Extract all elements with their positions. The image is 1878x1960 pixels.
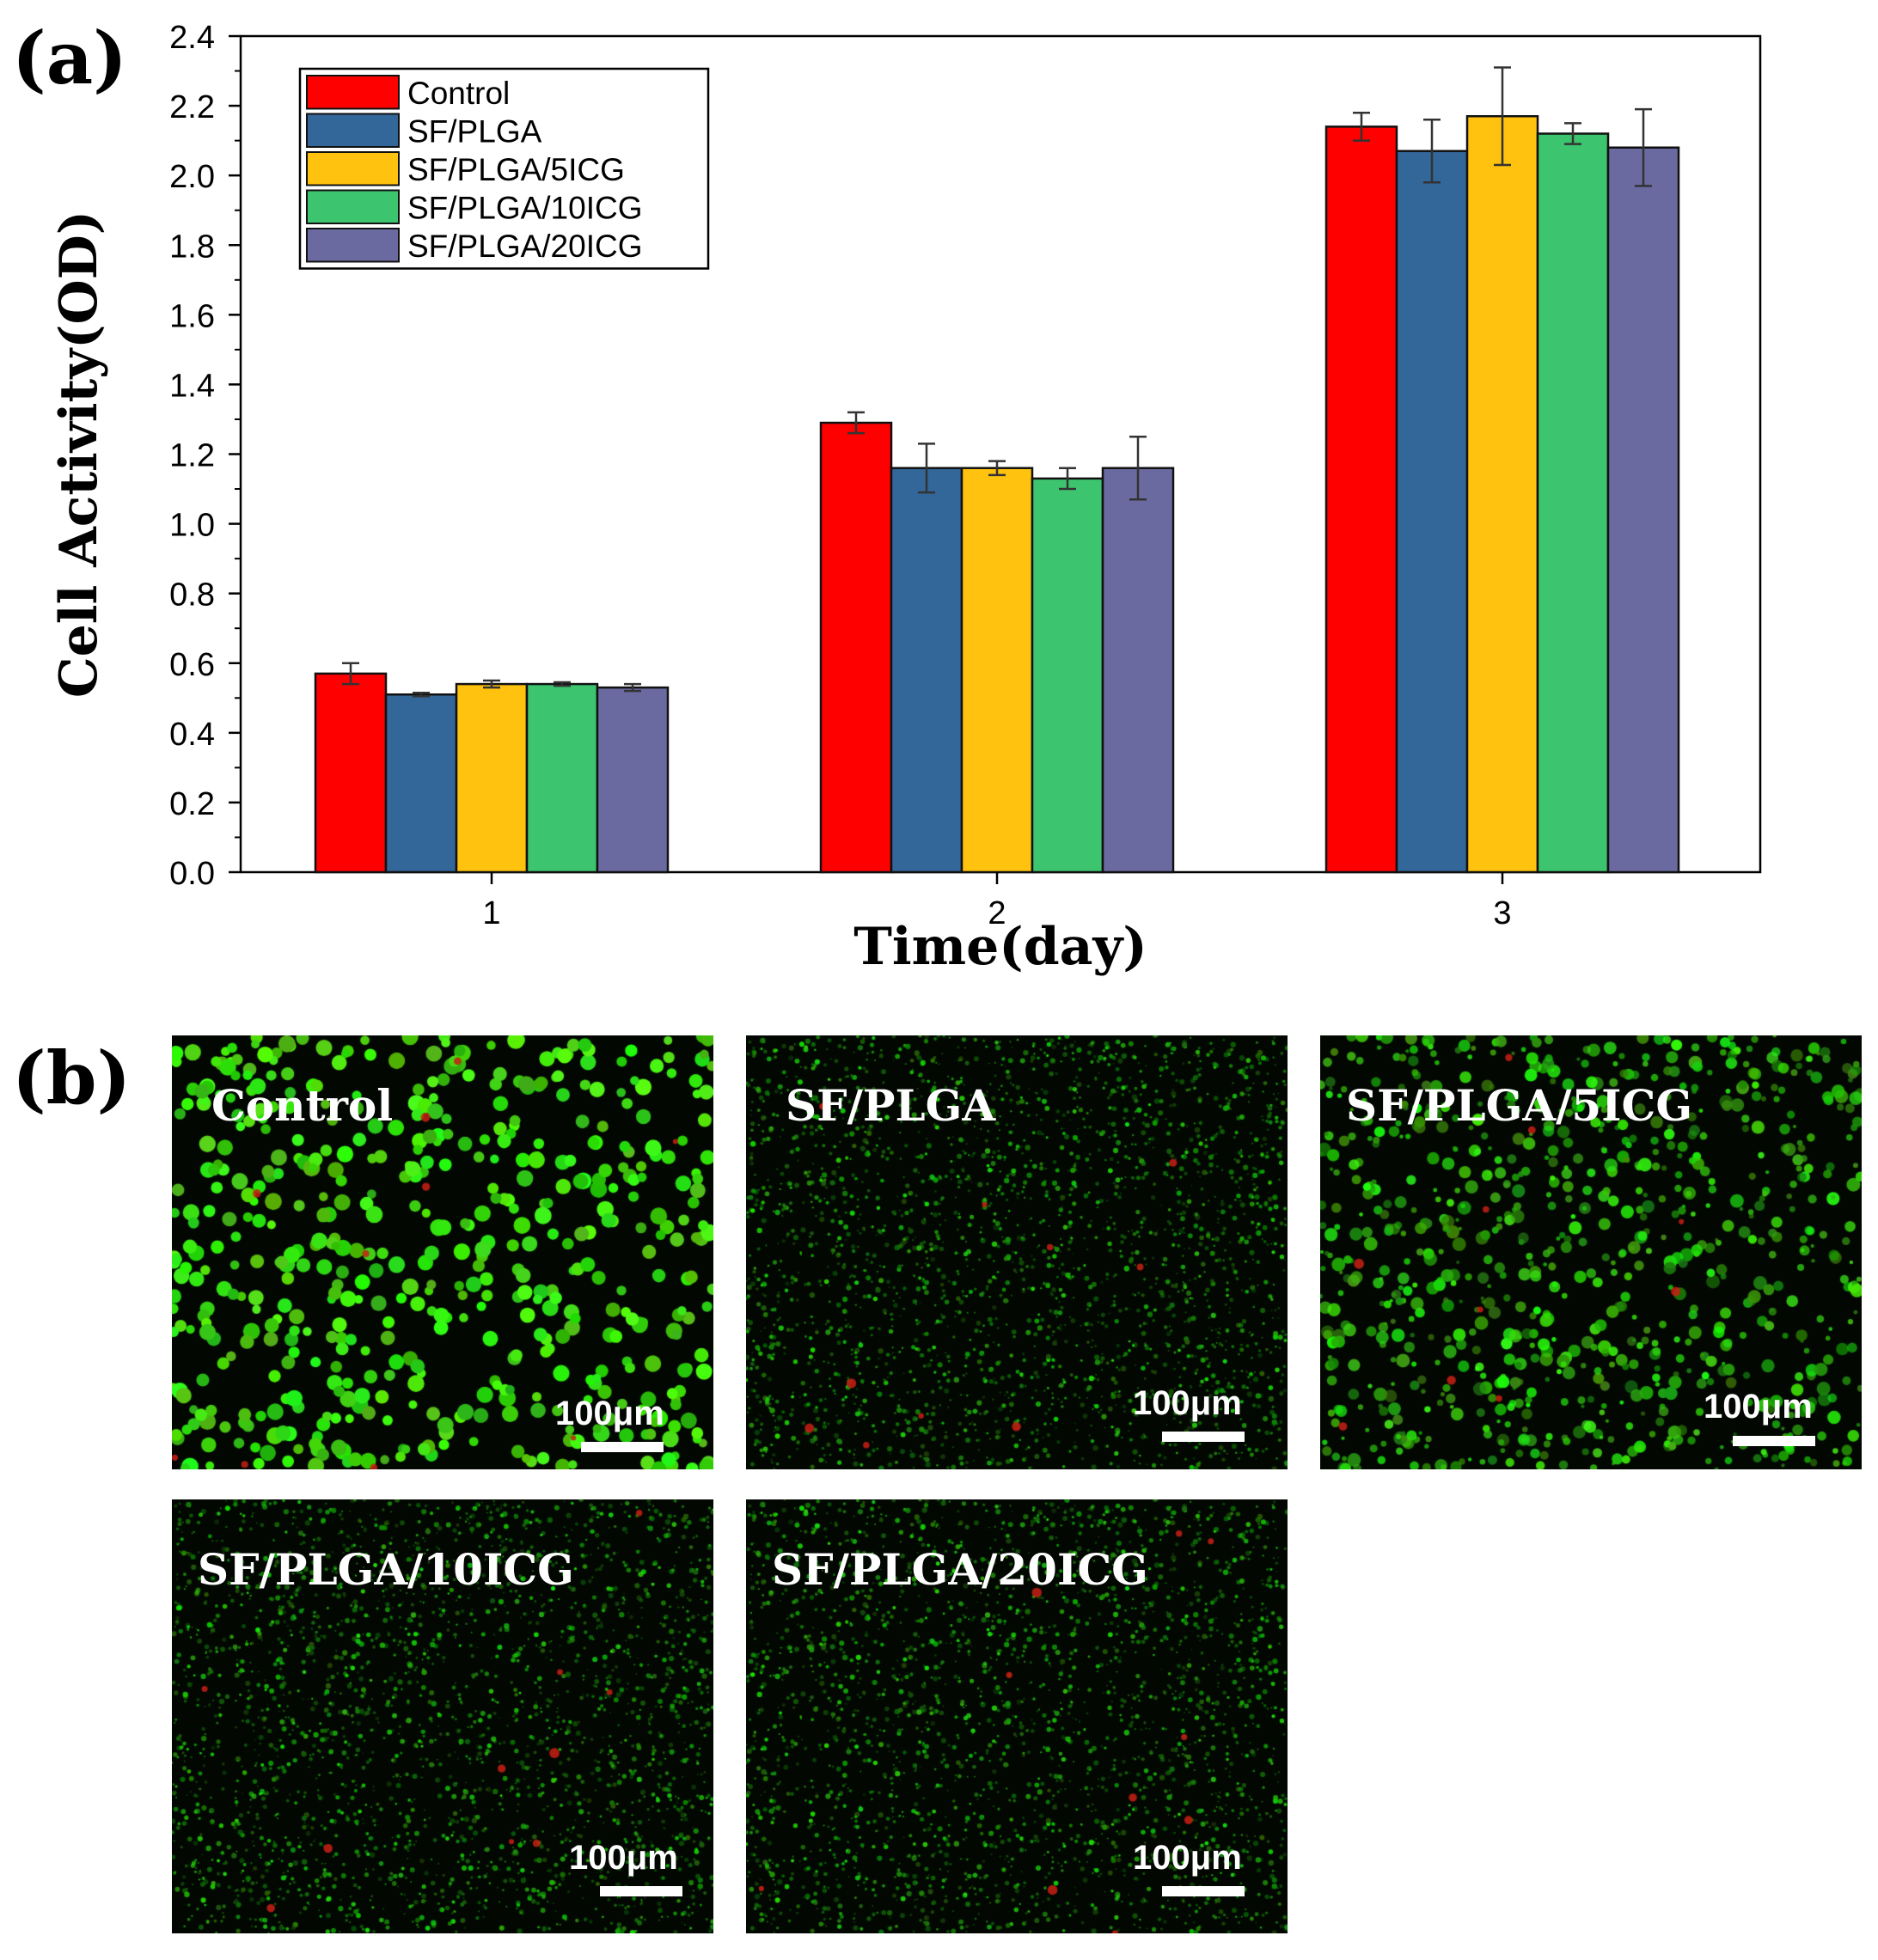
panel-a-label: (a) [12, 15, 127, 101]
legend-swatch [306, 189, 400, 224]
y-tick-label: 2.4 [169, 20, 215, 56]
scale-bar [581, 1442, 664, 1452]
legend-swatch [306, 151, 400, 186]
y-axis-title: Cell Activity(OD) [49, 211, 109, 698]
micrograph-image [1320, 1035, 1862, 1469]
y-tick-label: 1.8 [169, 229, 215, 265]
x-tick-label: 2 [988, 895, 1006, 931]
y-tick-label: 0.8 [169, 577, 215, 614]
bar [1324, 125, 1398, 874]
y-tick-label: 0.0 [169, 856, 215, 892]
bar-chart: 0.0 0.2 0.4 0.6 0.8 1.0 1.2 1.4 1.6 1.8 2.0 2.2 2.4 1… [49, 20, 1762, 977]
micrograph-sf-plga-10icg: SF/PLGA/10ICG 100μm [172, 1499, 713, 1933]
y-tick-label: 1.6 [169, 298, 215, 334]
legend-swatch [306, 113, 400, 148]
scale-bar-label: 100μm [569, 1839, 678, 1877]
bar [1101, 467, 1175, 874]
scale-bar-label: 100μm [1133, 1839, 1242, 1877]
y-tick-label: 1.4 [169, 368, 215, 404]
legend-swatch [306, 228, 400, 263]
micrograph-sf-plga-5icg: SF/PLGA/5ICG 100μm [1320, 1035, 1862, 1469]
y-tick-label: 2.0 [169, 159, 215, 195]
x-tick-label: 1 [482, 895, 500, 931]
y-tick-label: 1.2 [169, 438, 215, 474]
micrograph-title: SF/PLGA/10ICG [198, 1544, 574, 1595]
micrograph-image [746, 1035, 1288, 1469]
micrograph-control: Control 100μm [172, 1035, 713, 1469]
bar [890, 467, 963, 874]
scale-bar-label: 100μm [555, 1395, 664, 1432]
scale-bar [600, 1886, 682, 1896]
micrograph-image [746, 1499, 1288, 1933]
x-tick-label: 3 [1493, 895, 1511, 931]
scale-bar-label: 100μm [1133, 1384, 1242, 1422]
y-tick-label: 0.6 [169, 647, 215, 683]
micrograph-image [172, 1499, 713, 1933]
y-tick-label: 0.2 [169, 786, 215, 822]
y-tick-label: 1.0 [169, 508, 215, 544]
bar [1465, 114, 1539, 874]
legend-label: Control [407, 76, 510, 111]
bar [1395, 150, 1469, 874]
bar [525, 682, 599, 874]
legend-label: SF/PLGA [407, 114, 542, 150]
micrograph-title: SF/PLGA/20ICG [772, 1544, 1148, 1595]
x-axis-title: Time(day) [853, 917, 1147, 977]
bar [455, 682, 529, 874]
micrograph-image [172, 1035, 713, 1469]
bar [960, 467, 1034, 874]
legend-label: SF/PLGA/5ICG [407, 152, 625, 187]
scale-bar [1162, 1886, 1245, 1896]
micrograph-sf-plga-20icg: SF/PLGA/20ICG 100μm [746, 1499, 1288, 1933]
panel-b-label: (b) [12, 1035, 132, 1120]
micrograph-title: Control [211, 1080, 394, 1131]
bar [819, 421, 893, 874]
micrograph-sf-plga: SF/PLGA 100μm [746, 1035, 1288, 1469]
bar [596, 686, 670, 874]
y-tick-label: 0.4 [169, 717, 215, 753]
legend-label: SF/PLGA/20ICG [407, 229, 643, 264]
bar [1031, 477, 1104, 874]
bar [1536, 132, 1610, 874]
bar [1606, 146, 1680, 874]
legend-swatch [306, 75, 400, 110]
y-tick-label: 2.2 [169, 89, 215, 125]
micrograph-title: SF/PLGA [786, 1080, 996, 1131]
scale-bar [1733, 1436, 1815, 1446]
micrograph-title: SF/PLGA/5ICG [1346, 1080, 1693, 1131]
scale-bar-label: 100μm [1704, 1388, 1813, 1426]
legend-label: SF/PLGA/10ICG [407, 191, 643, 226]
bar [314, 672, 388, 874]
bar [384, 693, 458, 874]
scale-bar [1162, 1432, 1245, 1442]
